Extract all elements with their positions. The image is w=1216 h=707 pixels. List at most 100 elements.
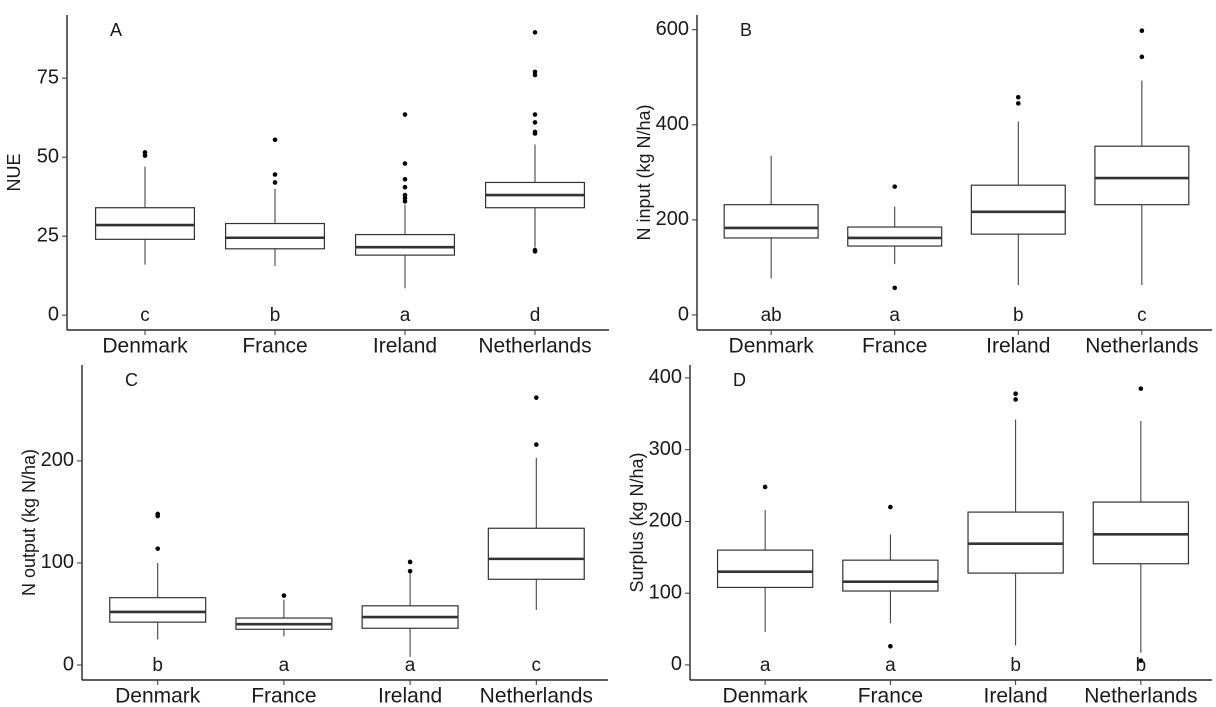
group-letter: a	[889, 305, 900, 326]
outlier	[1013, 397, 1018, 402]
x-tick-label: Denmark	[102, 335, 188, 358]
y-tick-label: 100	[41, 551, 74, 573]
outlier	[402, 176, 408, 182]
x-tick-label: France	[862, 335, 927, 358]
panel-label: B	[740, 20, 752, 40]
outlier	[888, 504, 893, 510]
outlier	[532, 112, 538, 117]
box	[847, 226, 943, 247]
y-tick-label: 200	[656, 208, 689, 230]
panel-label: D	[733, 370, 746, 390]
outlier	[142, 150, 148, 155]
x-tick-label: France	[251, 685, 316, 707]
x-tick-label: Ireland	[986, 335, 1050, 358]
group-letter: ab	[761, 305, 782, 326]
outlier	[402, 195, 408, 201]
outlier	[402, 184, 408, 190]
outlier	[142, 153, 148, 158]
outlier	[155, 511, 161, 517]
group-letter: a	[760, 655, 771, 676]
outlier	[402, 199, 408, 204]
box	[970, 184, 1066, 235]
y-axis-label: N output (kg N/ha)	[19, 449, 39, 596]
outlier	[402, 192, 408, 198]
box	[225, 222, 326, 250]
outlier	[155, 546, 161, 551]
group-letter: b	[270, 305, 281, 326]
panel-label: C	[125, 370, 138, 390]
y-tick-label: 200	[41, 449, 74, 471]
group-letter: b	[1013, 305, 1024, 326]
outlier	[1138, 658, 1144, 663]
outlier	[1013, 391, 1018, 397]
group-letter: b	[152, 655, 163, 676]
y-axis-label: NUE	[4, 153, 24, 191]
outlier	[1015, 101, 1021, 106]
outlier	[1015, 94, 1021, 100]
outlier	[402, 112, 408, 117]
box	[94, 207, 196, 240]
outlier	[1138, 386, 1144, 391]
x-tick-label: Ireland	[373, 335, 437, 358]
group-letter: c	[1137, 305, 1147, 326]
outlier	[1139, 28, 1145, 33]
y-axis-label: Surplus (kg N/ha)	[627, 452, 647, 592]
y-tick-label: 400	[649, 366, 682, 388]
x-tick-label: Denmark	[723, 685, 809, 707]
outlier	[402, 161, 408, 166]
outlier	[272, 137, 278, 143]
box	[1094, 145, 1190, 206]
box	[1092, 501, 1190, 565]
outlier	[1139, 54, 1145, 60]
outlier	[407, 559, 413, 565]
outlier	[272, 172, 278, 177]
y-tick-label: 0	[63, 653, 74, 675]
y-tick-label: 300	[649, 438, 682, 460]
box	[487, 527, 585, 580]
x-tick-label: Denmark	[115, 685, 201, 707]
x-tick-label: France	[242, 335, 307, 358]
outlier	[892, 184, 898, 189]
outlier	[532, 69, 538, 75]
outlier	[532, 120, 538, 125]
group-letter: d	[530, 305, 541, 326]
y-tick-label: 50	[37, 145, 59, 167]
box	[355, 233, 456, 256]
outlier	[888, 643, 893, 649]
y-tick-label: 0	[671, 653, 682, 675]
outlier	[407, 568, 413, 574]
y-tick-label: 0	[678, 303, 689, 325]
x-tick-label: Netherlands	[1085, 335, 1198, 358]
y-tick-label: 75	[37, 66, 59, 88]
group-letter: a	[400, 305, 411, 326]
box	[109, 597, 207, 623]
outlier	[762, 484, 768, 490]
group-letter: b	[1010, 655, 1021, 676]
y-tick-label: 600	[656, 18, 689, 40]
box	[723, 204, 819, 239]
x-tick-label: Denmark	[729, 335, 815, 358]
x-tick-label: Ireland	[984, 685, 1048, 707]
y-axis-label: N input (kg N/ha)	[634, 104, 654, 240]
box	[716, 549, 814, 589]
box	[842, 559, 939, 592]
y-tick-label: 100	[649, 581, 682, 603]
outlier	[272, 180, 278, 185]
group-letter: a	[405, 655, 416, 676]
outlier	[533, 395, 539, 400]
outlier	[532, 30, 538, 35]
x-tick-label: Ireland	[378, 685, 442, 707]
group-letter: a	[279, 655, 290, 676]
y-tick-label: 25	[37, 224, 59, 246]
outlier	[892, 285, 898, 291]
group-letter: c	[532, 655, 542, 676]
x-tick-label: Netherlands	[478, 335, 591, 358]
outlier	[532, 129, 538, 135]
x-tick-label: Netherlands	[480, 685, 593, 707]
outlier	[281, 593, 287, 598]
panel-label: A	[110, 20, 122, 40]
outlier	[533, 442, 539, 447]
x-tick-label: Netherlands	[1084, 685, 1197, 707]
group-letter: b	[1136, 655, 1147, 676]
